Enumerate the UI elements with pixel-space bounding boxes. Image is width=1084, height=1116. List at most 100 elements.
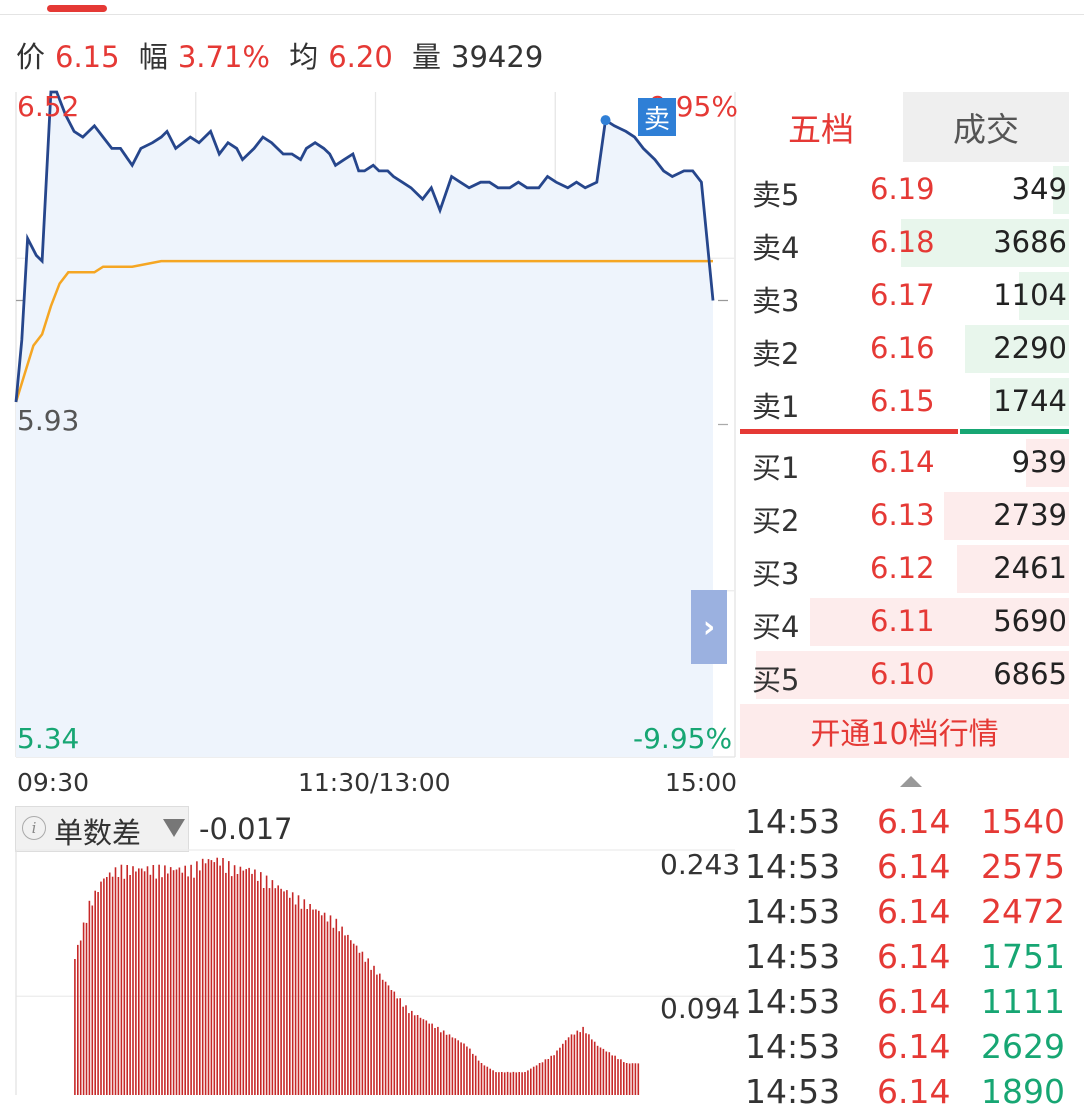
avg-value: 6.20 [328,40,393,74]
indicator-bar [399,998,401,1095]
dropdown-caret-icon[interactable] [163,819,185,837]
indicator-bar [347,934,349,1095]
indicator-bar [225,872,227,1095]
trade-price: 6.14 [877,802,951,841]
sell-marker[interactable]: 卖 [638,98,676,136]
indicator-bar [358,952,361,1095]
trade-time: 14:53 [745,937,841,976]
bid-level-row[interactable]: 买1 6.14 939 [740,437,1069,489]
indicator-bar [146,866,149,1095]
bid-level-row[interactable]: 买4 6.11 5690 [740,596,1069,648]
info-icon[interactable]: i [22,816,46,840]
ask-level-row[interactable]: 卖1 6.15 1744 [740,376,1069,428]
indicator-bar [123,878,126,1095]
indicator-bar [506,1071,509,1095]
indicator-bar [158,864,160,1095]
bid-price: 6.12 [870,551,935,585]
bid-level-row[interactable]: 买5 6.10 6865 [740,649,1069,701]
indicator-bar [106,877,108,1095]
indicator-bar [329,915,332,1095]
indicator-bar [88,900,91,1095]
bid-level-row[interactable]: 买3 6.12 2461 [740,543,1069,595]
indicator-bar [498,1072,500,1095]
indicator-bar [593,1041,596,1095]
indicator-bar [85,922,88,1095]
bid-label: 买1 [752,451,800,485]
indicator-bar [140,868,143,1095]
indicator-bar [111,876,114,1095]
tab-five-levels[interactable]: 五档 [740,92,902,162]
indicator-bar [466,1046,468,1095]
ask-label: 卖4 [752,231,800,265]
trade-time: 14:53 [745,892,841,931]
indicator-bar [387,985,390,1095]
expand-chevron-icon[interactable]: › [691,590,727,664]
indicator-bar [617,1059,619,1095]
price-value: 6.15 [55,40,120,74]
indicator-bar [187,876,189,1095]
indicator-bar [199,870,201,1095]
bid-price: 6.11 [870,604,935,638]
indicator-bar [384,981,387,1095]
trade-price: 6.14 [877,1072,951,1111]
ask-level-row[interactable]: 卖4 6.18 3686 [740,217,1069,269]
indicator-bar [312,909,314,1095]
bid-separator [960,429,1069,434]
indicator-bar [286,890,288,1095]
bid-depth-bar [1026,439,1069,487]
ask-depth-bar [964,325,1069,373]
indicator-bar [442,1030,445,1095]
indicator-bar [416,1015,419,1095]
indicator-bar [579,1032,581,1095]
indicator-bar [239,866,242,1095]
indicator-bar [437,1026,439,1095]
indicator-bar [193,877,195,1095]
tab-trades[interactable]: 成交 [903,92,1069,162]
indicator-bar [306,909,308,1095]
trade-time: 14:53 [745,1027,841,1066]
indicator-bar [181,872,184,1095]
indicator-bar [132,866,134,1095]
trade-time: 14:53 [745,1072,841,1111]
indicator-bar [393,991,396,1095]
indicator-bar [402,1006,404,1095]
indicator-bar [553,1055,555,1095]
indicator-bar [544,1059,547,1095]
indicator-y-top-label: 0.243 [660,848,741,881]
trade-row: 14:53 6.14 2575 [740,847,1069,891]
indicator-bar [108,872,111,1095]
indicator-bar [570,1034,573,1095]
indicator-bar [463,1043,465,1095]
indicator-bar [245,869,247,1095]
time-label-midday: 11:30/13:00 [298,768,451,797]
trade-vol: 1751 [981,937,1065,976]
indicator-bar [599,1047,602,1095]
bid-level-row[interactable]: 买2 6.13 2739 [740,490,1069,542]
ask-price: 6.18 [870,225,935,259]
open-10-levels-button[interactable]: 开通10档行情 [740,704,1069,758]
intraday-price-chart[interactable] [0,0,740,800]
bid-depth-bar [944,492,1069,540]
bid-depth-bar [756,651,1069,699]
indicator-bar [625,1063,628,1095]
indicator-bar [190,864,192,1095]
indicator-bar [620,1059,622,1095]
indicator-bar [77,944,79,1095]
indicator-bar [637,1063,640,1095]
indicator-bar [172,870,175,1095]
indicator-bar [207,859,210,1095]
trade-price: 6.14 [877,1027,951,1066]
bid-price: 6.10 [870,657,935,691]
ask-label: 卖3 [752,284,800,318]
ask-depth-bar [989,378,1069,426]
ask-level-row[interactable]: 卖2 6.16 2290 [740,323,1069,375]
indicator-bar [100,881,102,1095]
ask-level-row[interactable]: 卖5 6.19 349 [740,164,1069,216]
indicator-bar [567,1037,570,1095]
indicator-bar [335,918,338,1095]
indicator-bar [532,1066,535,1095]
indicator-bar [204,863,207,1095]
scroll-up-icon[interactable] [900,776,922,787]
ask-level-row[interactable]: 卖3 6.17 1104 [740,270,1069,322]
indicator-bar [582,1026,584,1095]
